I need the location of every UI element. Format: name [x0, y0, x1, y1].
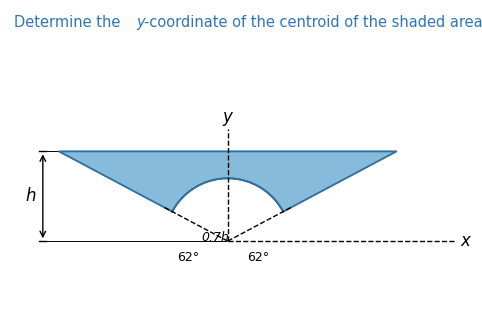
Text: 62°: 62° — [247, 251, 269, 264]
Text: Determine the: Determine the — [14, 15, 125, 30]
Text: 0.7h: 0.7h — [201, 231, 229, 244]
Text: y: y — [223, 108, 233, 126]
Polygon shape — [59, 151, 396, 212]
Text: h: h — [26, 187, 37, 205]
Text: 62°: 62° — [177, 251, 199, 264]
Text: -coordinate of the centroid of the shaded area.: -coordinate of the centroid of the shade… — [144, 15, 482, 30]
Text: x: x — [460, 232, 470, 250]
Text: y: y — [136, 15, 145, 30]
